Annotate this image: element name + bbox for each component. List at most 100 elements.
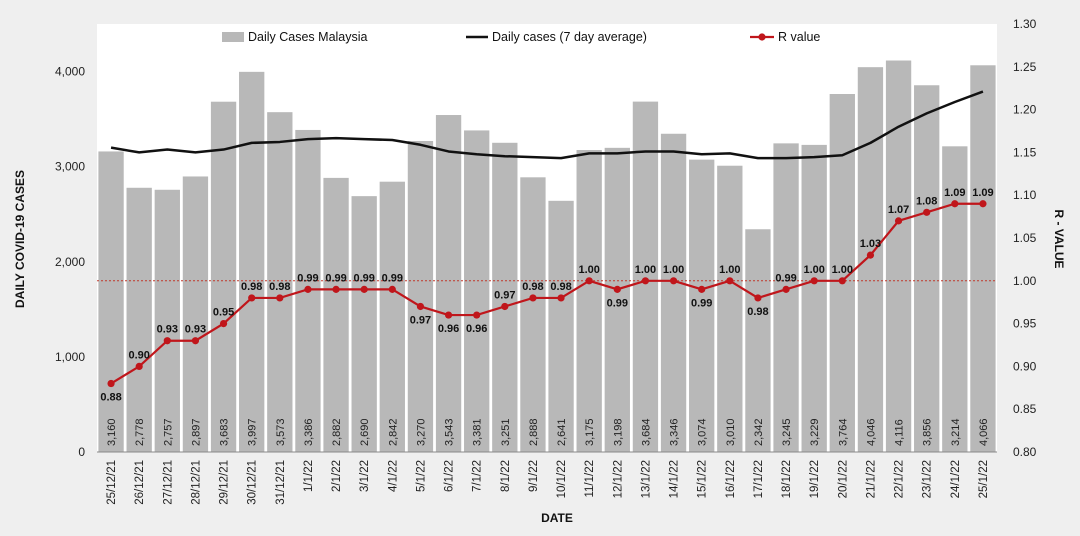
x-tick-label: 9/1/22 bbox=[528, 460, 540, 492]
x-tick-label: 24/1/22 bbox=[950, 460, 962, 498]
r-value-label: 1.00 bbox=[719, 264, 740, 276]
x-tick-label: 21/1/22 bbox=[865, 460, 877, 498]
r-value-point bbox=[726, 277, 734, 285]
x-tick-label: 14/1/22 bbox=[669, 460, 681, 498]
r-value-label: 0.96 bbox=[438, 323, 459, 335]
bar-value-label: 2,897 bbox=[190, 418, 202, 446]
y2-tick-label: 1.25 bbox=[1013, 60, 1037, 74]
x-tick-label: 16/1/22 bbox=[725, 460, 737, 498]
y2-tick-label: 0.80 bbox=[1013, 445, 1037, 459]
r-value-point bbox=[923, 208, 931, 216]
r-value-label: 0.99 bbox=[691, 297, 712, 309]
bar-value-label: 3,175 bbox=[584, 418, 596, 446]
bar-value-label: 3,997 bbox=[247, 418, 259, 446]
r-value-label: 0.99 bbox=[775, 272, 796, 284]
y-axis-title: DAILY COVID-19 CASES bbox=[13, 170, 27, 308]
x-tick-label: 2/1/22 bbox=[331, 460, 343, 492]
legend-label: Daily Cases Malaysia bbox=[248, 30, 368, 44]
bar bbox=[857, 67, 884, 453]
r-value-point bbox=[107, 379, 115, 388]
y-tick-label: 0 bbox=[78, 445, 85, 459]
bar bbox=[689, 159, 715, 452]
bar bbox=[745, 229, 771, 452]
x-tick-label: 11/1/22 bbox=[584, 460, 596, 498]
r-value-label: 1.08 bbox=[916, 195, 937, 207]
bar-value-label: 3,198 bbox=[612, 418, 624, 446]
bar bbox=[126, 187, 152, 452]
y2-axis-title: R - VALUE bbox=[1052, 209, 1066, 268]
x-tick-label: 4/1/22 bbox=[387, 460, 399, 492]
r-value-label: 0.97 bbox=[410, 314, 431, 326]
r-value-point bbox=[698, 285, 706, 293]
x-tick-label: 13/1/22 bbox=[640, 460, 652, 498]
r-value-point bbox=[669, 277, 678, 285]
x-tick-label: 20/1/22 bbox=[837, 460, 849, 498]
bar bbox=[717, 165, 743, 452]
r-value-label: 0.93 bbox=[185, 324, 206, 336]
r-value-label: 0.99 bbox=[607, 297, 628, 309]
y2-tick-label: 1.10 bbox=[1013, 188, 1037, 202]
y2-tick-label: 1.15 bbox=[1013, 145, 1037, 159]
x-tick-label: 30/12/21 bbox=[247, 460, 259, 505]
bar-value-label: 3,683 bbox=[219, 418, 231, 446]
r-value-label: 0.95 bbox=[213, 307, 234, 319]
bar-value-label: 3,764 bbox=[837, 418, 849, 446]
x-tick-label: 1/1/22 bbox=[303, 460, 315, 492]
bar bbox=[914, 85, 940, 452]
bar-value-label: 2,778 bbox=[134, 418, 146, 446]
x-tick-label: 5/1/22 bbox=[415, 460, 427, 492]
bar-value-label: 2,342 bbox=[753, 418, 765, 446]
x-tick-label: 15/1/22 bbox=[697, 460, 709, 498]
r-value-point bbox=[557, 294, 565, 302]
x-tick-label: 18/1/22 bbox=[781, 460, 793, 498]
x-tick-label: 25/1/22 bbox=[978, 460, 990, 498]
bar-value-label: 3,346 bbox=[669, 418, 681, 446]
r-value-point bbox=[585, 277, 593, 285]
bar-value-label: 3,160 bbox=[106, 418, 118, 446]
bar-value-label: 2,757 bbox=[162, 418, 174, 446]
x-tick-label: 26/12/21 bbox=[134, 460, 146, 505]
bar-value-label: 2,882 bbox=[331, 418, 343, 446]
r-value-label: 0.98 bbox=[550, 281, 571, 293]
bar bbox=[660, 133, 687, 452]
x-tick-label: 12/1/22 bbox=[612, 460, 624, 498]
r-value-label: 0.99 bbox=[382, 272, 403, 284]
x-tick-label: 10/1/22 bbox=[556, 460, 568, 498]
bar-value-label: 2,888 bbox=[528, 418, 540, 446]
r-value-point bbox=[754, 294, 762, 302]
bar-value-label: 2,641 bbox=[556, 418, 568, 446]
legend-swatch-bars bbox=[222, 32, 244, 42]
legend: Daily Cases Malaysia Daily cases (7 day a… bbox=[222, 30, 820, 44]
r-value-label: 0.98 bbox=[522, 281, 543, 293]
bar-value-label: 3,245 bbox=[781, 418, 793, 446]
bar-value-label: 3,214 bbox=[950, 418, 962, 446]
r-value-point bbox=[388, 285, 396, 293]
r-value-point bbox=[163, 337, 171, 345]
x-tick-label: 19/1/22 bbox=[809, 460, 821, 498]
r-value-point bbox=[219, 320, 228, 328]
r-value-point bbox=[444, 311, 453, 319]
r-value-label: 0.98 bbox=[269, 281, 290, 293]
r-value-point bbox=[979, 200, 987, 208]
bar bbox=[604, 147, 630, 452]
y2-tick-label: 1.00 bbox=[1013, 274, 1037, 288]
r-value-label: 0.88 bbox=[100, 392, 121, 404]
bar-value-label: 4,046 bbox=[865, 418, 877, 446]
bar-value-label: 3,543 bbox=[444, 418, 456, 446]
r-value-point bbox=[332, 285, 340, 293]
bar bbox=[379, 181, 405, 452]
r-value-point bbox=[782, 285, 790, 293]
r-value-label: 1.09 bbox=[972, 187, 993, 199]
bar bbox=[407, 140, 434, 453]
r-value-label: 0.99 bbox=[353, 272, 374, 284]
bar bbox=[801, 144, 827, 452]
x-tick-label: 29/12/21 bbox=[219, 460, 231, 505]
bar-value-label: 3,010 bbox=[725, 418, 737, 446]
y2-tick-label: 1.30 bbox=[1013, 17, 1037, 31]
x-tick-label: 31/12/21 bbox=[275, 460, 287, 505]
legend-label: Daily cases (7 day average) bbox=[492, 30, 647, 44]
x-tick-label: 22/1/22 bbox=[894, 460, 906, 498]
bar-value-label: 4,066 bbox=[978, 418, 990, 446]
legend-label: R value bbox=[778, 30, 820, 44]
